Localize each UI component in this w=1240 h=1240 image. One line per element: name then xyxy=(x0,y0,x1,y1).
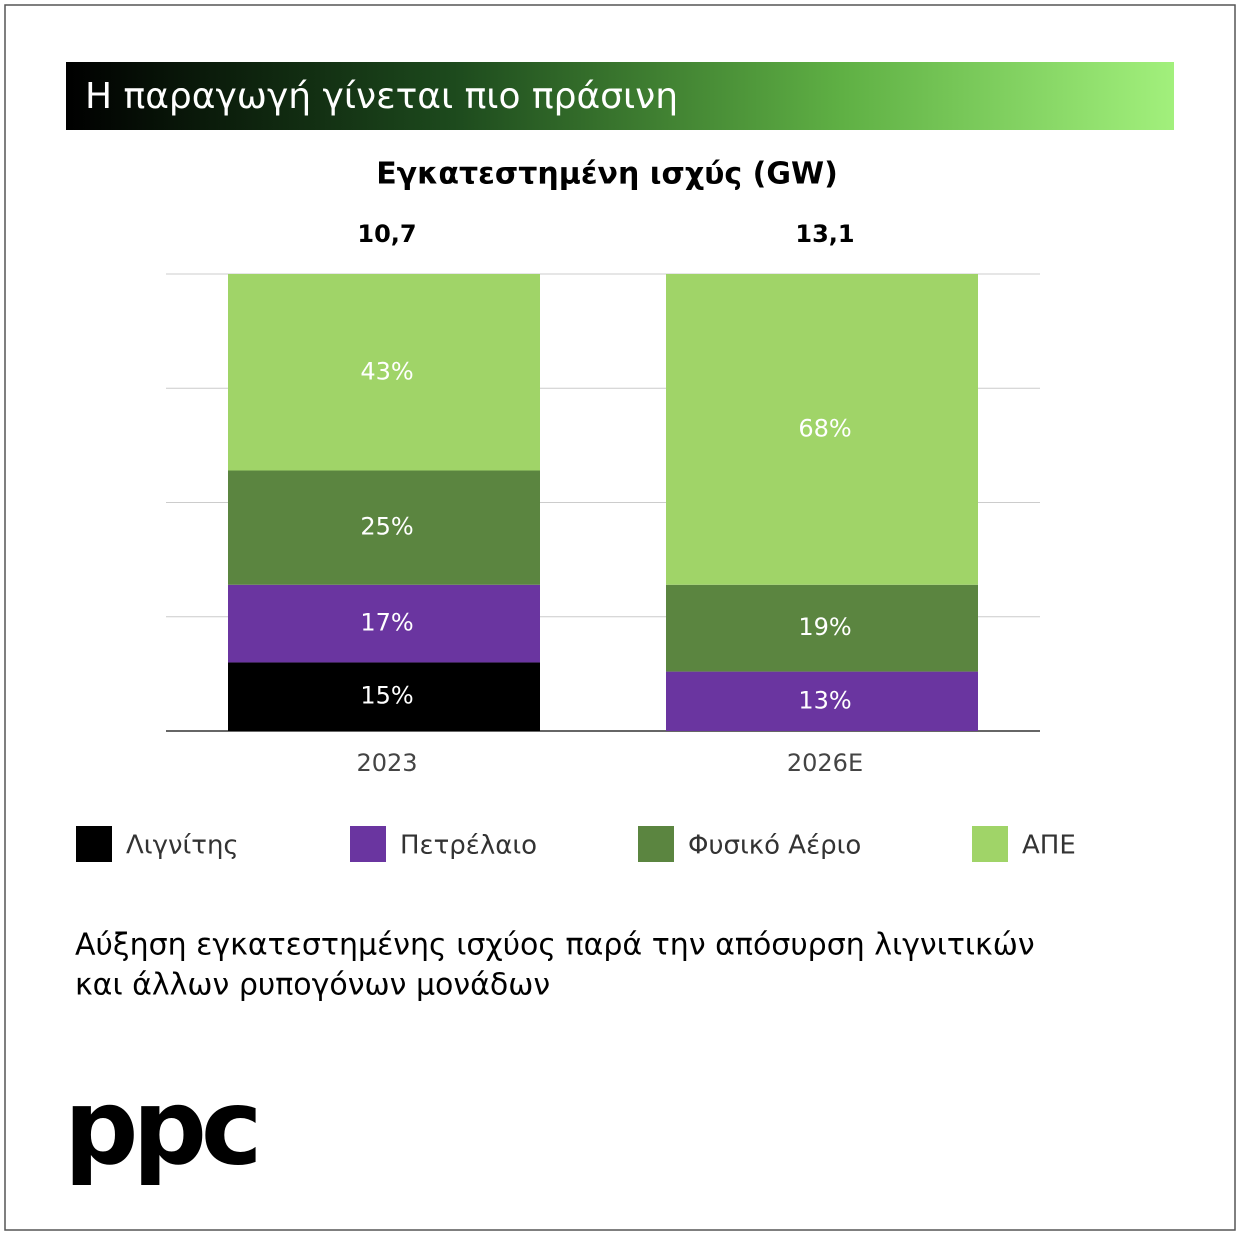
legend-swatch xyxy=(638,826,674,862)
legend-label: ΑΠΕ xyxy=(1022,831,1076,861)
legend-swatch xyxy=(76,826,112,862)
data-label: 17% xyxy=(360,609,413,637)
frame xyxy=(4,4,1236,1231)
data-label: 43% xyxy=(360,357,413,385)
bar-segment xyxy=(228,470,540,585)
data-label: 13% xyxy=(798,686,851,714)
header-title: Η παραγωγή γίνεται πιο πράσινη xyxy=(85,76,678,117)
bar-segment xyxy=(666,584,978,672)
x-tick-label: 2026E xyxy=(787,749,863,777)
chart-title: Εγκατεστημένη ισχύς (GW) xyxy=(376,157,838,192)
bar-segment xyxy=(666,671,978,731)
bar-segment xyxy=(228,662,540,731)
legend-swatch xyxy=(972,826,1008,862)
total-label: 13,1 xyxy=(795,220,854,248)
legend-label: Πετρέλαιο xyxy=(400,831,537,861)
legend-label: Λιγνίτης xyxy=(126,831,239,861)
legend-swatch xyxy=(350,826,386,862)
x-tick-label: 2023 xyxy=(356,749,417,777)
bar-segment xyxy=(666,274,978,585)
data-label: 19% xyxy=(798,613,851,641)
total-label: 10,7 xyxy=(357,220,416,248)
legend-label: Φυσικό Αέριο xyxy=(688,831,861,861)
bar-segment xyxy=(228,274,540,471)
data-label: 25% xyxy=(360,513,413,541)
logo: ppc xyxy=(64,1066,257,1188)
data-label: 68% xyxy=(798,414,851,442)
bar-segment xyxy=(228,584,540,663)
footnote: και άλλων ρυπογόνων μονάδων xyxy=(75,968,550,1003)
header-bar xyxy=(66,62,1174,130)
data-label: 15% xyxy=(360,682,413,710)
footnote: Αύξηση εγκατεστημένης ισχύος παρά την απ… xyxy=(75,928,1035,963)
